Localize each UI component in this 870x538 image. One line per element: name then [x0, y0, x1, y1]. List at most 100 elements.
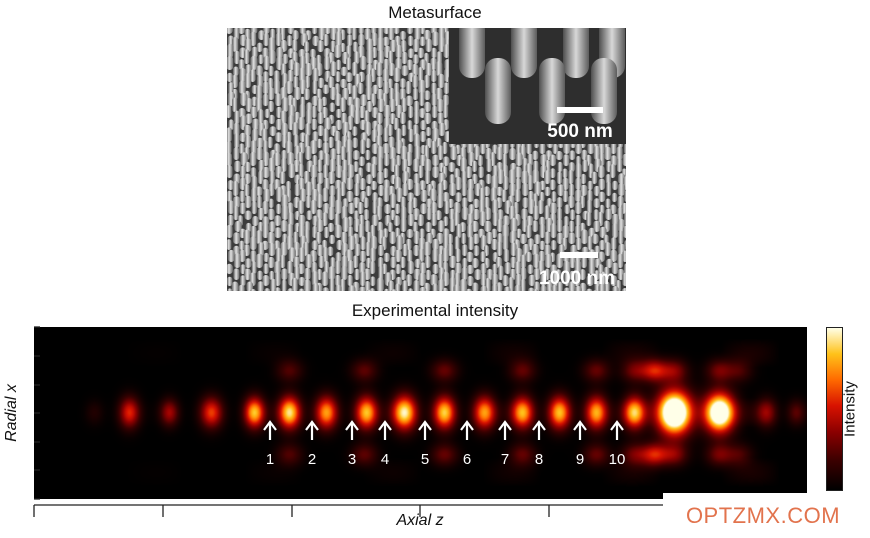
- nanopillar: [514, 166, 522, 178]
- nanopillar: [233, 28, 240, 40]
- nanopillar: [238, 284, 245, 291]
- nanopillar: [303, 279, 311, 291]
- nanopillar: [407, 28, 414, 34]
- nanopillar: [341, 87, 349, 100]
- nanopillar: [423, 101, 431, 112]
- nanopillar: [539, 142, 546, 154]
- nanopillar: [401, 51, 408, 64]
- nanopillar: [389, 146, 397, 160]
- nanopillar: [250, 55, 258, 70]
- nanopillar: [268, 221, 276, 232]
- nanopillar: [557, 184, 565, 196]
- nanopillar: [275, 93, 282, 106]
- nanopillar: [508, 147, 517, 160]
- nanopillar: [251, 175, 258, 190]
- nanopillar: [336, 59, 342, 70]
- intensity-title: Experimental intensity: [351, 301, 519, 320]
- nanopillar: [616, 146, 623, 160]
- nanopillar: [393, 82, 400, 94]
- nanopillar: [305, 254, 313, 268]
- nanopillar: [418, 165, 424, 178]
- nanopillar: [370, 28, 377, 34]
- nanopillar: [532, 150, 539, 160]
- nanopillar: [461, 233, 467, 244]
- nanopillar: [432, 248, 439, 262]
- nanopillar: [491, 273, 499, 286]
- nanopillar: [334, 274, 341, 286]
- nanopillar: [305, 145, 312, 160]
- nanopillar: [420, 120, 427, 130]
- nanopillar: [293, 256, 300, 268]
- nanopillar: [383, 153, 390, 166]
- nanopillar: [366, 289, 372, 291]
- nanopillar: [424, 74, 430, 88]
- nanopillar: [564, 272, 570, 286]
- nanopillar: [508, 277, 514, 291]
- nanopillar: [323, 34, 329, 46]
- nanopillar: [285, 81, 293, 94]
- nanopillar: [371, 156, 378, 166]
- nanopillar: [539, 240, 546, 250]
- nanopillar: [388, 136, 395, 148]
- nanopillar: [376, 197, 383, 208]
- nanopillar: [477, 155, 483, 166]
- nanopillar: [317, 40, 324, 52]
- nanopillar: [412, 124, 419, 136]
- nanopillar: [249, 69, 256, 82]
- nanopillar: [287, 212, 294, 226]
- nanopillar: [340, 66, 348, 76]
- nanopillar: [234, 50, 240, 64]
- nanopillar: [390, 289, 397, 291]
- nanopillar: [329, 185, 336, 196]
- nanopillar: [532, 169, 540, 184]
- nanopillar: [227, 249, 235, 262]
- nanopillar: [544, 170, 551, 184]
- nanopillar: [352, 255, 359, 268]
- nanopillar: [466, 275, 474, 286]
- nanopillar: [534, 234, 541, 244]
- nanopillar: [377, 257, 384, 268]
- nanopillar: [514, 284, 522, 291]
- nanopillar: [255, 253, 263, 268]
- nanopillar: [423, 112, 432, 124]
- nanopillar: [347, 274, 353, 286]
- nanopillar: [227, 180, 234, 190]
- scalebar-main-label: 1000 nm: [539, 268, 615, 289]
- nanopillar: [363, 197, 369, 208]
- inset-nanopillar: [459, 28, 485, 78]
- nanopillar: [263, 188, 271, 202]
- nanopillar: [495, 256, 503, 268]
- nanopillar: [568, 183, 575, 196]
- nanopillar: [515, 152, 523, 166]
- nanopillar: [472, 160, 478, 172]
- nanopillar: [395, 128, 402, 142]
- nanopillar: [244, 49, 250, 64]
- nanopillar: [425, 38, 433, 52]
- nanopillar: [586, 212, 592, 226]
- nanopillar: [365, 185, 372, 196]
- nanopillar: [249, 236, 257, 250]
- nanopillar: [250, 289, 256, 291]
- nanopillar: [413, 38, 420, 52]
- nanopillar: [327, 76, 335, 88]
- nanopillar: [312, 80, 318, 94]
- nanopillar: [388, 62, 396, 76]
- nanopillar: [514, 189, 521, 202]
- nanopillar: [227, 214, 234, 226]
- nanopillar: [286, 152, 295, 166]
- nanopillar: [255, 97, 263, 112]
- nanopillar: [438, 122, 446, 136]
- nanopillar: [227, 263, 233, 274]
- nanopillar: [359, 271, 366, 286]
- nanopillar: [357, 202, 364, 214]
- nanopillar: [252, 118, 260, 130]
- nanopillar: [479, 143, 486, 154]
- nanopillar: [341, 159, 348, 172]
- nanopillar: [232, 37, 239, 52]
- nanopillar: [274, 227, 282, 238]
- nanopillar: [396, 235, 403, 250]
- nanopillar: [419, 36, 426, 46]
- nanopillar: [334, 260, 341, 274]
- nanopillar: [562, 225, 570, 238]
- nanopillar: [251, 46, 258, 58]
